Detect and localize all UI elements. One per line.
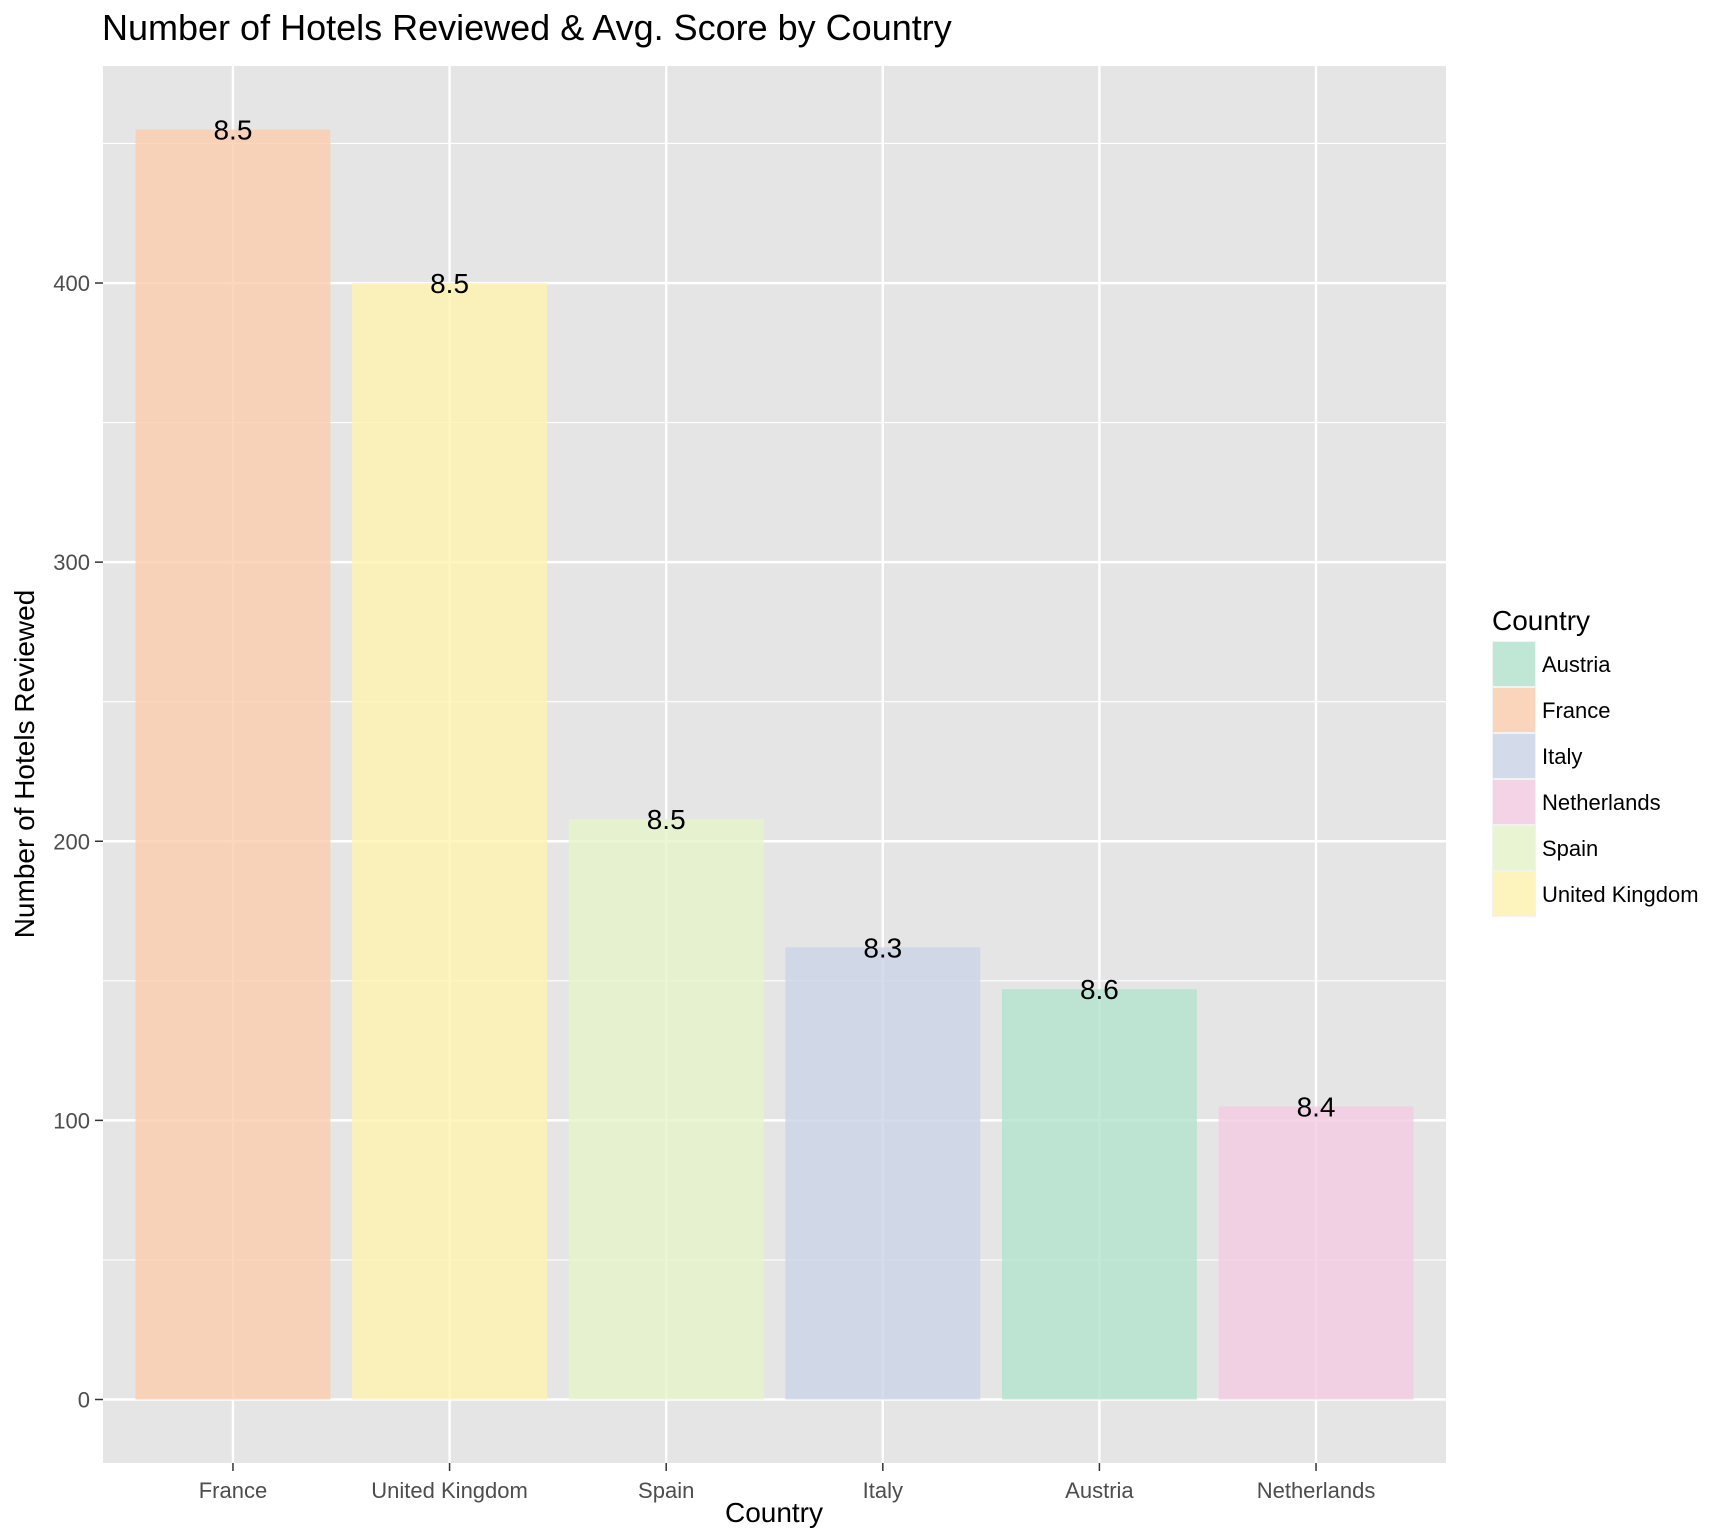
bar-france <box>135 129 331 1400</box>
y-tick-label: 0 <box>78 1388 90 1413</box>
legend-title: Country <box>1492 605 1590 636</box>
bar-value-label: 8.5 <box>430 268 469 299</box>
bar-value-label: 8.4 <box>1297 1091 1336 1122</box>
y-tick-label: 400 <box>53 271 90 296</box>
y-axis-title: Number of Hotels Reviewed <box>9 590 40 939</box>
legend-label: Spain <box>1542 836 1598 861</box>
legend-key-swatch <box>1493 780 1535 824</box>
y-axis: 0 100 200 300 400 <box>53 271 103 1413</box>
chart-title: Number of Hotels Reviewed & Avg. Score b… <box>102 7 952 48</box>
legend-label: Austria <box>1542 652 1611 677</box>
bar-value-label: 8.3 <box>863 932 902 963</box>
legend-key-swatch <box>1493 642 1535 686</box>
x-tick-label: France <box>199 1478 267 1503</box>
bar-value-label: 8.6 <box>1080 974 1119 1005</box>
x-tick-label: Netherlands <box>1257 1478 1376 1503</box>
y-tick-label: 300 <box>53 550 90 575</box>
legend-label: Italy <box>1542 744 1582 769</box>
legend-key-swatch <box>1493 734 1535 778</box>
bar-spain <box>568 818 764 1400</box>
bar-labels: 8.5 8.5 8.5 8.3 8.6 8.4 <box>213 115 1335 1123</box>
x-axis-title: Country <box>725 1497 823 1528</box>
legend-label: Netherlands <box>1542 790 1661 815</box>
y-tick-label: 100 <box>53 1108 90 1133</box>
bar-value-label: 8.5 <box>213 115 252 146</box>
legend-label: United Kingdom <box>1542 882 1699 907</box>
x-tick-label: Italy <box>863 1478 903 1503</box>
bar-united-kingdom <box>352 283 548 1400</box>
bars <box>135 129 1414 1400</box>
bar-austria <box>1001 989 1197 1400</box>
x-axis: France United Kingdom Spain Italy Austria Net… <box>199 1463 1376 1503</box>
legend-label: France <box>1542 698 1610 723</box>
x-tick-label: Spain <box>638 1478 694 1503</box>
x-tick-label: United Kingdom <box>371 1478 528 1503</box>
bar-italy <box>785 947 981 1400</box>
legend-key-swatch <box>1493 688 1535 732</box>
legend: Country Austria France Italy Netherlands Spa… <box>1492 605 1699 917</box>
bar-value-label: 8.5 <box>647 804 686 835</box>
x-tick-label: Austria <box>1065 1478 1134 1503</box>
y-tick-label: 200 <box>53 829 90 854</box>
legend-key-swatch <box>1493 872 1535 916</box>
bar-netherlands <box>1218 1106 1414 1400</box>
legend-key-swatch <box>1493 826 1535 870</box>
